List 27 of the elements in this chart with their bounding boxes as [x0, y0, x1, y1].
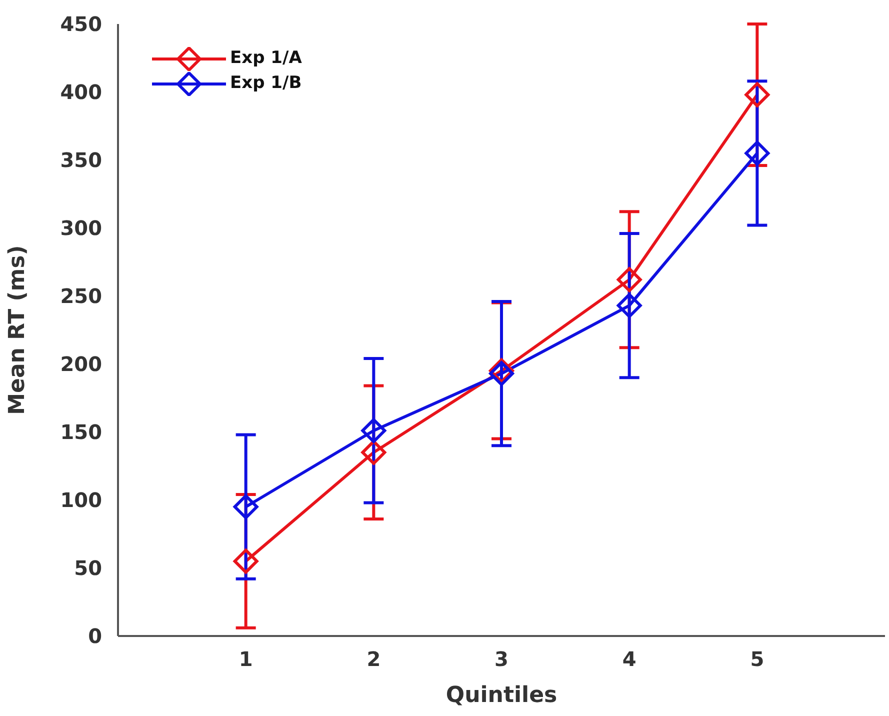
point: [233, 494, 258, 520]
point: [744, 140, 770, 166]
x-tick-label: 1: [238, 647, 253, 672]
point: [361, 440, 386, 465]
x-tick-label: 2: [366, 647, 381, 672]
y-tick-label: 0: [88, 624, 102, 648]
point: [616, 267, 642, 292]
x-tick-label: 3: [494, 647, 508, 672]
point: [361, 418, 386, 444]
y-tick-label: 350: [60, 148, 102, 172]
legend-label: Exp 1/A: [230, 47, 302, 70]
point: [744, 82, 770, 108]
y-tick-label: 450: [60, 12, 102, 36]
y-axis-title: Mean RT (ms): [4, 245, 30, 415]
point: [233, 548, 258, 574]
x-axis-title: Quintiles: [446, 683, 558, 708]
legend-label: Exp 1/B: [230, 72, 302, 95]
x-tick-label: 4: [622, 647, 636, 672]
x-tick-label: 5: [750, 647, 764, 672]
y-tick-label: 200: [60, 352, 102, 376]
point: [616, 293, 642, 318]
y-tick-label: 50: [74, 556, 102, 580]
y-tick-label: 250: [60, 284, 102, 308]
y-tick-label: 300: [60, 216, 102, 240]
y-tick-label: 150: [60, 420, 102, 444]
y-tick-label: 100: [60, 488, 102, 512]
y-tick-label: 400: [60, 80, 102, 104]
